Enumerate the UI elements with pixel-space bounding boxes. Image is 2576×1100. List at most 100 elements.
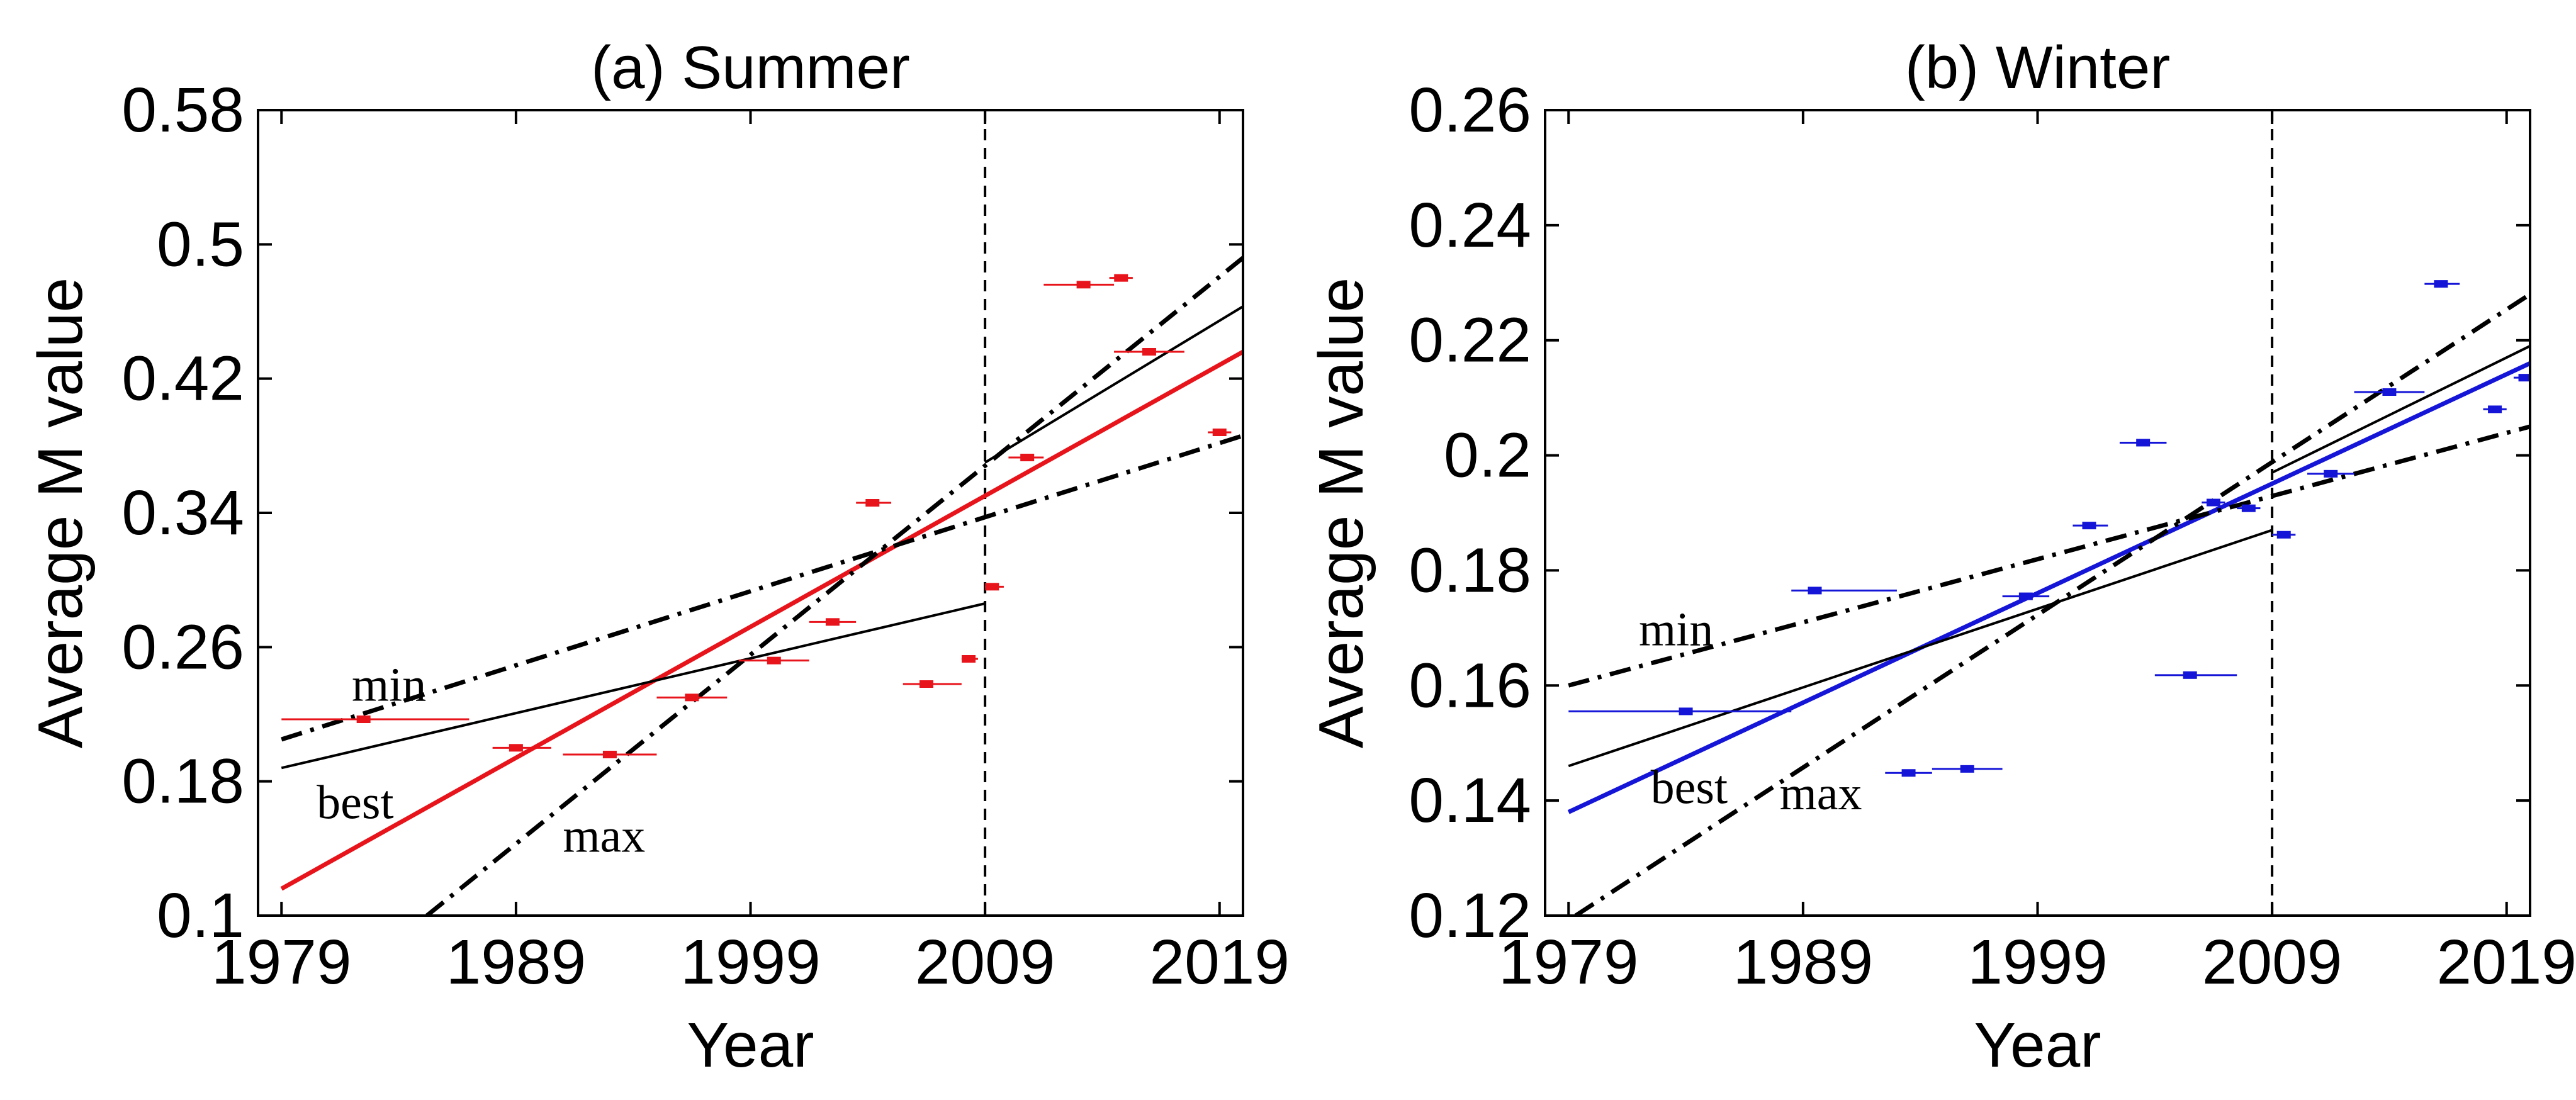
data-point — [2202, 498, 2225, 507]
point-marker — [1679, 707, 1693, 716]
data-point — [856, 499, 892, 507]
data-point — [2002, 592, 2050, 600]
point-marker — [2518, 374, 2530, 382]
y-tick-label: 0.5 — [157, 209, 244, 279]
data-point — [656, 693, 728, 702]
data-point — [903, 680, 962, 688]
data-point — [563, 751, 657, 758]
point-marker — [1901, 769, 1916, 777]
x-tick-label: 1979 — [211, 927, 351, 997]
point-marker — [356, 716, 371, 723]
data-point — [1885, 769, 1932, 777]
y-tick-label: 0.18 — [1409, 535, 1531, 605]
point-marker — [1076, 281, 1091, 289]
y-tick-label: 0.26 — [121, 612, 244, 682]
y-tick-label: 0.1 — [157, 880, 244, 951]
point-marker — [1960, 765, 1974, 773]
fit-line-black-solid-1 — [1568, 529, 2273, 768]
data-point — [1791, 586, 1897, 595]
x-tick-label: 1989 — [446, 927, 586, 997]
point-marker — [2206, 498, 2220, 507]
data-point — [1008, 454, 1044, 461]
x-tick-label: 1999 — [1967, 927, 2107, 997]
data-point — [2483, 405, 2507, 413]
fit-line-min — [1568, 424, 2530, 688]
fit-line-black-solid-1 — [281, 602, 986, 770]
annotation-best: best — [317, 776, 393, 829]
point-marker — [602, 751, 617, 758]
annotation-best: best — [1651, 761, 1728, 814]
y-tick-label: 0.58 — [121, 75, 244, 145]
point-marker — [985, 583, 999, 591]
point-marker — [962, 655, 976, 663]
chart-title: (b) Winter — [1905, 34, 2170, 101]
data-point — [492, 744, 551, 752]
x-axis-label: Year — [687, 1010, 814, 1080]
fit-line-best — [280, 349, 1243, 891]
point-marker — [2324, 469, 2338, 478]
point-marker — [1142, 348, 1156, 356]
y-tick-label: 0.16 — [1409, 650, 1531, 721]
point-marker — [825, 618, 840, 626]
x-tick-label: 2009 — [2202, 927, 2342, 997]
x-tick-label: 2019 — [2437, 927, 2576, 997]
chart-winter: (b) Winter 0.12 0.14 0.16 0.18 0.2 0.22 0.24 0.2… — [1306, 34, 2576, 1080]
data-point — [2154, 671, 2237, 679]
data-point — [1208, 429, 1232, 436]
data-point — [2424, 280, 2460, 288]
data-point — [2237, 504, 2261, 512]
annotation-min: min — [352, 659, 426, 712]
y-tick-label: 0.26 — [1409, 75, 1531, 145]
data-point — [2354, 388, 2425, 396]
fit-line-best — [1567, 361, 2530, 814]
point-marker — [919, 680, 933, 688]
point-marker — [1212, 429, 1227, 436]
y-tick-label: 0.12 — [1409, 880, 1531, 951]
point-marker — [1114, 274, 1128, 282]
x-tick-label: 2019 — [1150, 927, 1290, 997]
point-marker — [2241, 504, 2256, 512]
y-axis-label: Average M value — [25, 278, 96, 749]
point-marker — [2276, 530, 2291, 539]
fit-line-max — [425, 255, 1243, 916]
data-point — [738, 656, 809, 665]
point-marker — [865, 499, 880, 507]
y-tick-label: 0.14 — [1409, 765, 1531, 836]
data-point — [809, 618, 857, 626]
point-marker — [509, 744, 523, 752]
point-marker — [2082, 522, 2096, 530]
x-axis-label: Year — [1974, 1010, 2101, 1080]
annotation-max: max — [1780, 767, 1862, 820]
point-marker — [1020, 454, 1035, 461]
point-marker — [1808, 586, 1822, 595]
y-tick-label: 0.2 — [1444, 420, 1531, 491]
x-tick-label: 2009 — [915, 927, 1055, 997]
fit-line-black-solid-2 — [984, 305, 1243, 464]
x-tick-label: 1989 — [1733, 927, 1873, 997]
fit-line-min — [281, 433, 1243, 742]
y-tick-label: 0.34 — [121, 478, 244, 548]
plot-area — [1567, 110, 2530, 916]
data-point — [2307, 469, 2354, 478]
data-point — [2513, 374, 2530, 382]
y-tick-label: 0.22 — [1409, 305, 1531, 376]
point-marker — [2018, 592, 2033, 600]
y-tick-label: 0.18 — [121, 746, 244, 817]
fit-line-black-solid-2 — [2271, 345, 2530, 474]
point-marker — [767, 656, 781, 665]
annotation-max: max — [563, 810, 645, 863]
point-marker — [2136, 439, 2151, 447]
data-point — [281, 716, 470, 723]
chart-title: (a) Summer — [591, 34, 910, 101]
annotation-min: min — [1639, 603, 1713, 656]
data-point — [2272, 530, 2296, 539]
data-point — [985, 583, 1004, 591]
point-marker — [2382, 388, 2397, 396]
y-tick-label: 0.42 — [121, 344, 244, 414]
y-tick-label: 0.24 — [1409, 190, 1531, 261]
chart-summer: (a) Summer 0.1 0.18 0.26 0.34 0.42 0.5 0.58 1979… — [25, 34, 1290, 1080]
x-tick-label: 1999 — [680, 927, 820, 997]
data-point — [1114, 348, 1184, 356]
data-point — [1568, 707, 1792, 716]
